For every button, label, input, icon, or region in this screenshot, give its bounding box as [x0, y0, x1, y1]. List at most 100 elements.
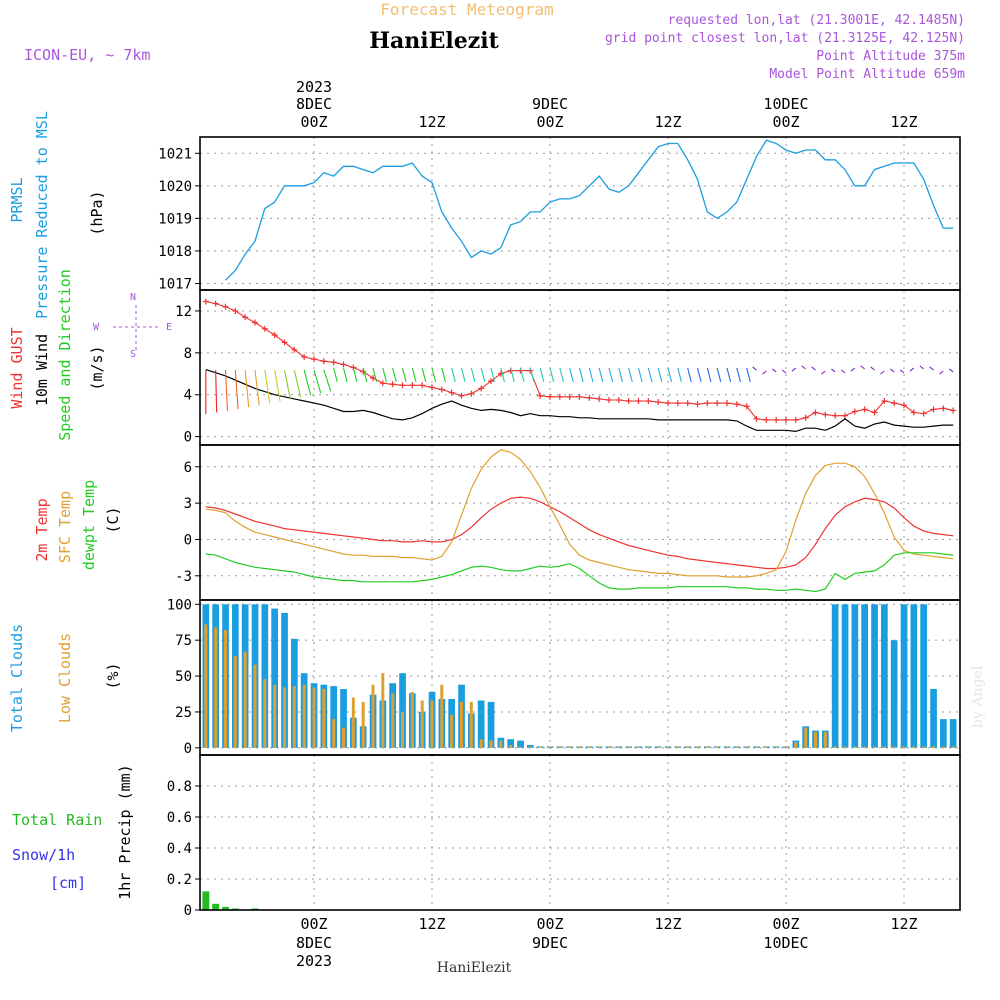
low-clouds-bar — [283, 687, 286, 748]
pressure-sublabel: Pressure Reduced to MSL — [33, 111, 51, 319]
gust-marker — [665, 400, 671, 407]
pressure-label: PRMSL — [8, 177, 26, 222]
wind-direction-arrow — [687, 367, 692, 382]
gust-marker — [783, 416, 789, 423]
bottom-year-label: 2023 — [296, 952, 332, 970]
wind-direction-arrow — [909, 367, 915, 372]
wind-direction-arrow — [333, 367, 338, 382]
gust-marker — [930, 406, 937, 413]
low-clouds-bar — [617, 746, 621, 748]
footer-station: HaniElezit — [437, 960, 512, 976]
point-altitude: Point Altitude 375m — [816, 49, 965, 64]
wind-direction-arrow — [372, 367, 378, 382]
y-tick-label: 0.2 — [167, 872, 192, 888]
wind-direction-arrow — [899, 369, 905, 374]
gust-marker — [429, 384, 435, 391]
wind-direction-arrow — [801, 365, 807, 370]
bottom-day-label: 9DEC — [532, 934, 568, 952]
wind-direction-arrow — [880, 370, 885, 375]
gust-marker — [792, 416, 799, 423]
top-hour-label: 12Z — [890, 113, 917, 131]
gust-marker — [379, 380, 386, 387]
gust-marker — [370, 374, 376, 381]
low-clouds-bar — [578, 746, 581, 748]
tsfc-line — [205, 449, 954, 578]
wind-direction-arrow — [411, 367, 417, 382]
pressure-units: (hPa) — [88, 190, 106, 235]
y-tick-label: 6 — [184, 460, 192, 476]
wind-direction-arrow — [490, 367, 496, 382]
low-clouds-bar — [351, 697, 355, 748]
y-tick-label: 0.8 — [167, 779, 192, 795]
y-tick-label: 1017 — [158, 276, 192, 292]
low-clouds-bar — [705, 746, 709, 748]
wind-direction-arrow — [762, 370, 767, 375]
low-clouds-bar — [587, 746, 591, 748]
wind-speed-direction-label: Speed and Direction — [56, 269, 74, 441]
top-hour-label: 00Z — [300, 113, 327, 131]
dewpt-label: dewpt Temp — [80, 480, 98, 570]
low-clouds-bar — [951, 746, 955, 748]
total-clouds-bar — [949, 719, 957, 748]
wind-direction-arrow — [401, 367, 407, 382]
y-tick-label: 50 — [175, 669, 192, 685]
y-tick-label: 0.6 — [167, 810, 192, 826]
total-clouds-bar — [399, 673, 406, 748]
total-clouds-bar — [940, 719, 947, 748]
wind-direction-arrow — [772, 368, 777, 373]
bottom-day-label: 8DEC — [296, 934, 332, 952]
gust-marker — [468, 390, 475, 397]
low-clouds-bar — [322, 689, 326, 748]
gust-marker — [724, 400, 730, 407]
low-clouds-bar — [932, 746, 935, 748]
low-clouds-bar — [755, 746, 758, 748]
wind-direction-arrow — [637, 367, 643, 382]
low-clouds-bar — [509, 745, 513, 748]
wind-direction-arrow — [949, 368, 954, 373]
low-clouds-bar — [499, 740, 503, 748]
gust-line — [205, 300, 954, 421]
gust-marker — [802, 414, 809, 421]
wind-speed-line — [205, 369, 954, 433]
wind-direction-arrow — [716, 367, 722, 382]
wind-direction-arrow — [791, 367, 797, 372]
total-clouds-bar — [261, 604, 269, 748]
dewpt-line — [205, 552, 954, 593]
gust-marker — [861, 406, 868, 413]
gust-marker — [704, 400, 711, 407]
wind-direction-arrow — [821, 370, 826, 375]
gust-marker — [399, 382, 406, 389]
total-clouds-bar — [330, 686, 337, 748]
total-clouds-bar — [900, 604, 908, 748]
gust-marker — [763, 416, 770, 423]
wind-direction-arrow — [293, 369, 302, 398]
gust-marker — [773, 416, 780, 423]
wind-direction-arrow — [500, 367, 505, 382]
wind-direction-arrow — [618, 367, 623, 382]
low-clouds-bar — [528, 746, 532, 748]
gust-marker — [448, 389, 455, 396]
y-tick-label: 3 — [184, 496, 192, 512]
low-clouds-bar — [548, 746, 552, 748]
low-clouds-bar — [627, 746, 631, 748]
credit-watermark: by Angel — [970, 665, 986, 728]
low-clouds-bar — [843, 746, 847, 748]
low-clouds-bar — [460, 701, 463, 748]
gust-marker — [891, 400, 898, 407]
wind-direction-arrow — [677, 367, 682, 382]
y-tick-label: 0.4 — [167, 841, 192, 857]
gust-marker — [596, 395, 603, 402]
gust-marker — [822, 411, 829, 418]
total-clouds-bar — [507, 739, 514, 748]
compass-south: S — [130, 349, 136, 360]
total-clouds-label: Total Clouds — [8, 624, 26, 732]
gust-marker — [576, 393, 583, 400]
low-clouds-label: Low Clouds — [56, 633, 74, 723]
gust-marker — [389, 381, 396, 388]
low-clouds-bar — [804, 727, 808, 748]
wind-direction-arrow — [352, 367, 358, 382]
wind-direction-arrow — [752, 366, 757, 371]
low-clouds-bar — [214, 627, 218, 748]
low-clouds-bar — [361, 701, 365, 748]
gust-marker — [537, 392, 544, 399]
